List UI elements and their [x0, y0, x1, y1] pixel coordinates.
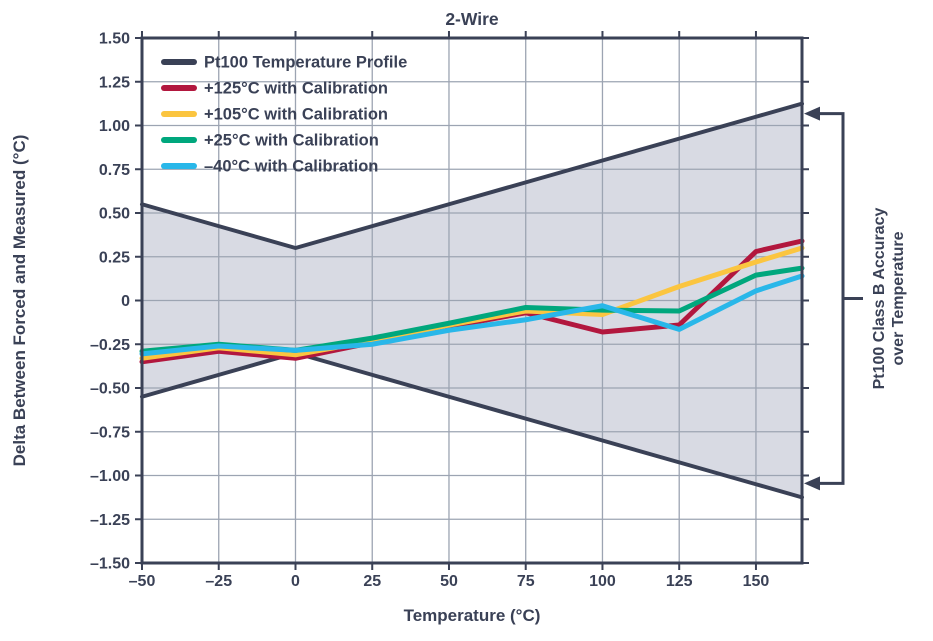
- y-axis-title: Delta Between Forced and Measured (°C): [10, 135, 29, 467]
- y-tick-label: –1.25: [90, 512, 130, 529]
- grid-group: [142, 38, 802, 563]
- accuracy-arrow-top: [804, 106, 820, 121]
- legend-item: Pt100 Temperature Profile: [161, 54, 407, 72]
- x-tick-label: –50: [129, 573, 156, 590]
- legend-item-label: +125°C with Calibration: [204, 80, 388, 98]
- y-tick-label: –1.50: [90, 556, 130, 573]
- y-tick-label: 0: [121, 293, 130, 310]
- legend-item-label: +105°C with Calibration: [204, 106, 388, 124]
- y-tick-label: 0.75: [99, 162, 130, 179]
- legend-item: –40°C with Calibration: [161, 158, 378, 176]
- x-tick-label: 75: [517, 573, 535, 590]
- accuracy-arrow-bottom: [804, 476, 820, 491]
- y-tick-label: –0.75: [90, 424, 130, 441]
- legend-item-label: Pt100 Temperature Profile: [204, 54, 407, 72]
- legend: Pt100 Temperature Profile +125°C with Cal…: [161, 54, 407, 176]
- x-tick-label: 0: [291, 573, 300, 590]
- x-axis-title: Temperature (°C): [404, 606, 541, 625]
- tick-label-group: –50 –25 0 25 50 75 100 125 150 1.50 1.25 1.00 0.75 0.…: [90, 31, 769, 591]
- x-tick-label: 25: [363, 573, 381, 590]
- legend-item-label: –40°C with Calibration: [204, 158, 378, 176]
- series-line-calibration-minus40: [139, 273, 805, 357]
- annotation-label-line1: Pt100 Class B Accuracy: [871, 208, 888, 390]
- y-tick-label: 1.25: [99, 74, 130, 91]
- x-tick-label: 150: [743, 573, 770, 590]
- legend-item-label: +25°C with Calibration: [204, 132, 379, 150]
- accuracy-annotation: Pt100 Class B Accuracy over Temperature: [804, 106, 907, 491]
- accuracy-bracket: [818, 112, 845, 485]
- y-tick-label: –0.50: [90, 381, 130, 398]
- legend-item: +25°C with Calibration: [161, 132, 379, 150]
- y-tick-label: –1.00: [90, 468, 130, 485]
- x-tick-label: 125: [666, 573, 693, 590]
- legend-item: +105°C with Calibration: [161, 106, 388, 124]
- y-tick-label: 1.00: [99, 118, 130, 135]
- chart-title: 2-Wire: [445, 9, 499, 29]
- axis-tick-group: [135, 31, 809, 570]
- series-line-class-b-limit-lower: [140, 351, 804, 500]
- series-line-class-b-limit-upper: [140, 101, 804, 250]
- legend-item: +125°C with Calibration: [161, 80, 388, 98]
- x-tick-label: 50: [440, 573, 458, 590]
- y-tick-label: 0.25: [99, 249, 130, 266]
- y-tick-label: 1.50: [99, 31, 130, 48]
- y-tick-label: –0.25: [90, 337, 130, 354]
- series-group: [139, 101, 805, 500]
- x-tick-label: 100: [589, 573, 616, 590]
- annotation-label-line2: over Temperature: [890, 231, 907, 365]
- x-tick-label: –25: [205, 573, 232, 590]
- series-line-calibration-105: [139, 245, 805, 361]
- y-tick-label: 0.50: [99, 206, 130, 223]
